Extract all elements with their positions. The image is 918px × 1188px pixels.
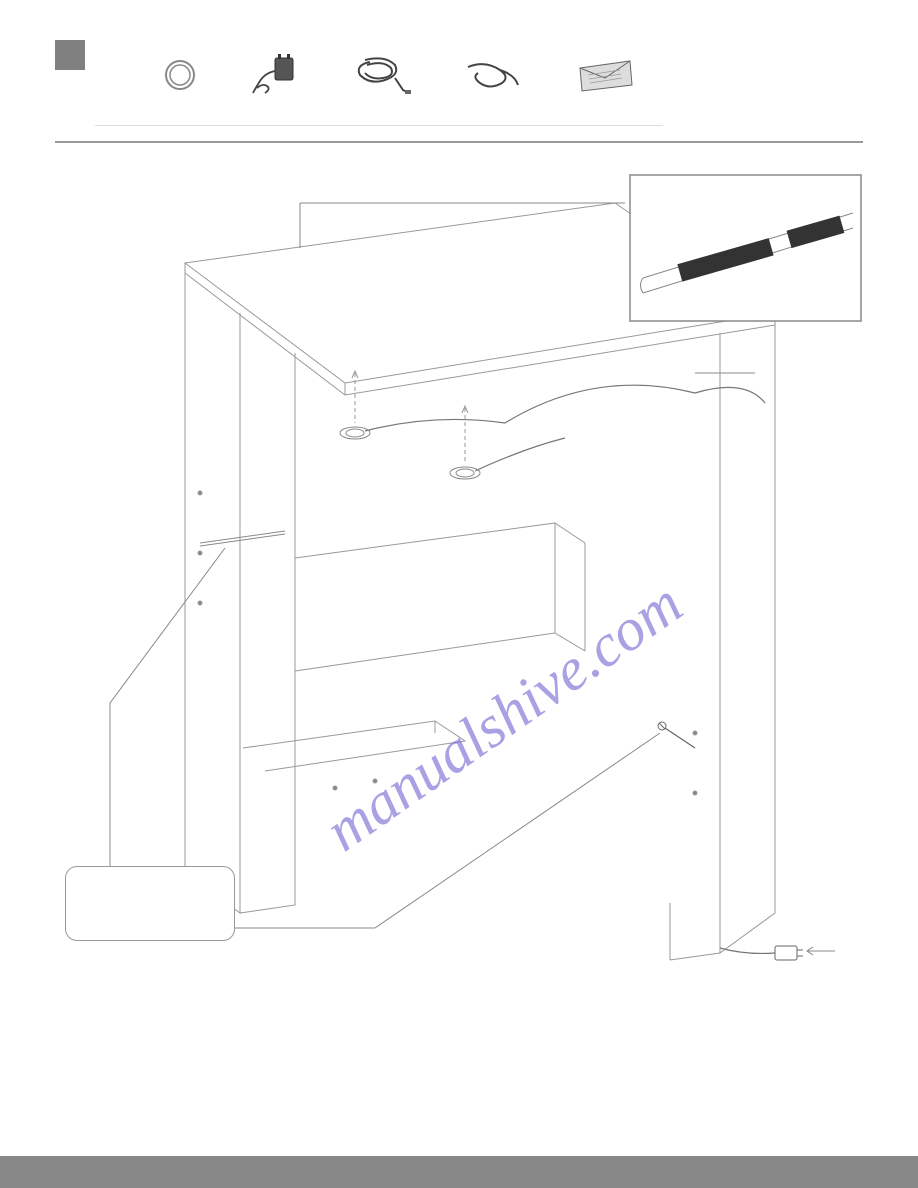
step-number-box <box>55 40 85 70</box>
callout-box <box>65 866 235 941</box>
adapter-icon <box>245 53 300 98</box>
part-adapter <box>245 53 300 98</box>
part-envelope <box>570 53 640 98</box>
part-ring <box>160 55 200 95</box>
assembly-diagram: manualshive.com <box>55 173 863 1043</box>
footer-bar <box>0 1156 918 1188</box>
part-cable-coiled <box>345 50 415 100</box>
parts-row <box>160 50 863 120</box>
page-container: manualshive.com <box>0 0 918 1043</box>
divider-main <box>55 141 863 143</box>
divider-light <box>95 125 663 126</box>
ring-icon <box>160 55 200 95</box>
part-cable-loose <box>460 55 525 95</box>
cable-coiled-icon <box>345 50 415 100</box>
cable-loose-icon <box>460 55 525 95</box>
detail-inset <box>628 173 863 323</box>
envelope-icon <box>570 53 640 98</box>
